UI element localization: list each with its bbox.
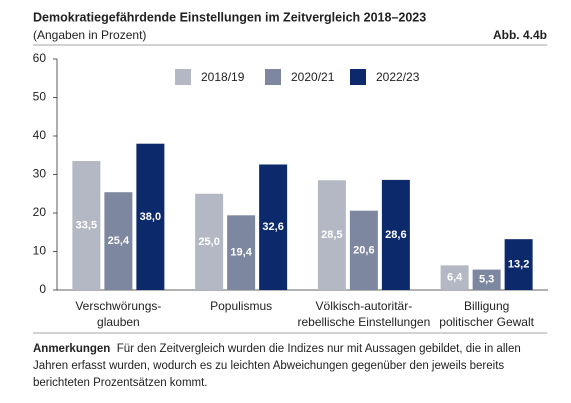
value-label: 13,2 (508, 258, 529, 270)
value-label: 38,0 (140, 211, 161, 223)
value-label: 6,4 (447, 272, 463, 284)
y-tick-label: 10 (33, 244, 47, 258)
value-label: 28,6 (385, 229, 406, 241)
bar (440, 265, 469, 290)
bar (349, 210, 378, 290)
y-tick-label: 50 (33, 90, 47, 104)
legend-label: 2022/23 (376, 70, 420, 84)
bar (136, 143, 165, 290)
value-label: 25,0 (198, 236, 219, 248)
value-label: 32,6 (262, 221, 283, 233)
bar (504, 239, 533, 290)
value-label: 19,4 (230, 247, 252, 259)
value-label: 25,4 (108, 235, 130, 247)
y-tick-label: 30 (33, 167, 47, 181)
x-tick-label: rebellische Einstellungen (298, 315, 431, 329)
x-tick-label: Populismus (210, 299, 272, 313)
legend-label: 2020/21 (291, 70, 335, 84)
bar (317, 180, 346, 290)
x-tick-label: Verschwörungs- (75, 299, 161, 313)
bar (259, 164, 288, 290)
figure-label: Abb. 4.4b (493, 28, 547, 42)
y-tick-label: 60 (33, 51, 47, 65)
bar (72, 161, 101, 290)
note-text: Für den Zeitvergleich wurden die Indizes… (33, 343, 521, 389)
chart-subtitle: (Angaben in Prozent) (33, 28, 146, 42)
value-label: 33,5 (76, 219, 97, 231)
legend-label: 2018/19 (201, 70, 245, 84)
legend-swatch (350, 69, 366, 85)
value-label: 20,6 (353, 244, 374, 256)
x-tick-label: politischer Gewalt (439, 315, 534, 329)
bar (104, 192, 133, 290)
y-tick-label: 0 (39, 282, 46, 296)
y-tick-label: 20 (33, 205, 47, 219)
x-tick-label: Billigung (464, 299, 509, 313)
bar (472, 269, 501, 290)
chart-title: Demokratiegefährdende Einstellungen im Z… (33, 10, 426, 24)
value-label: 28,5 (321, 229, 342, 241)
bar (195, 193, 224, 290)
x-tick-label: Völkisch-autoritär- (316, 299, 413, 313)
bar (227, 215, 256, 290)
x-tick-label: glauben (97, 315, 140, 329)
value-label: 5,3 (479, 274, 494, 286)
bar (381, 179, 410, 290)
y-tick-label: 40 (33, 128, 47, 142)
legend-swatch (265, 69, 281, 85)
note-label: Anmerkungen (33, 343, 111, 355)
legend-swatch (175, 69, 191, 85)
note: Anmerkungen Für den Zeitvergleich wurden… (33, 341, 548, 392)
